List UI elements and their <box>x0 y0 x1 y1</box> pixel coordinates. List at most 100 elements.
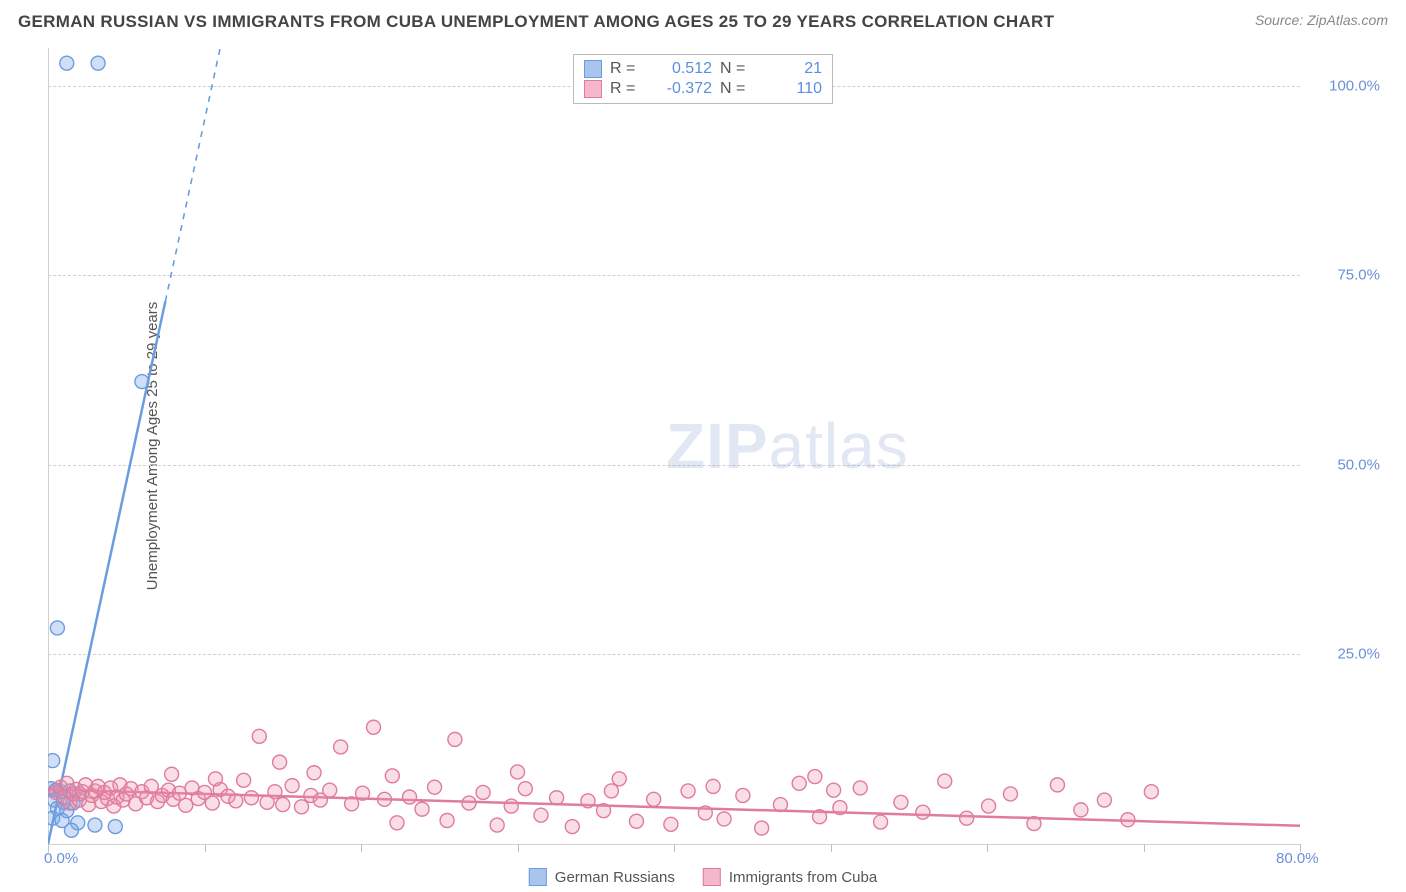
data-point <box>307 766 321 780</box>
legend-n-label: N = <box>720 60 754 78</box>
data-point <box>982 799 996 813</box>
data-point <box>1027 817 1041 831</box>
data-point <box>960 811 974 825</box>
x-tick <box>361 844 362 852</box>
data-point <box>205 796 219 810</box>
data-point <box>717 812 731 826</box>
trend-line-extrapolated <box>165 48 220 301</box>
data-point <box>367 720 381 734</box>
data-point <box>476 785 490 799</box>
data-point <box>490 818 504 832</box>
data-point <box>179 798 193 812</box>
data-point <box>64 823 78 837</box>
data-point <box>808 770 822 784</box>
data-point <box>773 798 787 812</box>
series-legend: German Russians Immigrants from Cuba <box>529 868 877 886</box>
scatter-plot <box>48 48 1300 844</box>
data-point <box>647 792 661 806</box>
data-point <box>938 774 952 788</box>
x-tick <box>987 844 988 852</box>
data-point <box>91 56 105 70</box>
y-tick-label: 75.0% <box>1337 267 1380 284</box>
data-point <box>334 740 348 754</box>
data-point <box>565 820 579 834</box>
source-attribution: Source: ZipAtlas.com <box>1255 12 1388 28</box>
legend-n-label: N = <box>720 80 754 98</box>
data-point <box>208 772 222 786</box>
legend-swatch-series-1 <box>529 868 547 886</box>
data-point <box>874 815 888 829</box>
data-point <box>273 755 287 769</box>
data-point <box>853 781 867 795</box>
legend-r-value-1: 0.512 <box>652 60 712 78</box>
y-tick-label: 25.0% <box>1337 646 1380 663</box>
data-point <box>237 773 251 787</box>
x-tick <box>831 844 832 852</box>
legend-row-series-1: R = 0.512 N = 21 <box>584 59 822 79</box>
data-point <box>50 621 64 635</box>
data-point <box>165 767 179 781</box>
data-point <box>415 802 429 816</box>
data-point <box>534 808 548 822</box>
legend-swatch-series-2 <box>703 868 721 886</box>
data-point <box>511 765 525 779</box>
data-point <box>916 805 930 819</box>
data-point <box>681 784 695 798</box>
data-point <box>60 56 74 70</box>
x-tick <box>518 844 519 852</box>
x-tick-label: 80.0% <box>1276 850 1319 867</box>
data-point <box>1003 787 1017 801</box>
data-point <box>518 782 532 796</box>
data-point <box>755 821 769 835</box>
data-point <box>504 799 518 813</box>
data-point <box>88 818 102 832</box>
data-point <box>813 810 827 824</box>
data-point <box>462 796 476 810</box>
title-bar: GERMAN RUSSIAN VS IMMIGRANTS FROM CUBA U… <box>18 12 1388 32</box>
data-point <box>323 783 337 797</box>
legend-label-series-1: German Russians <box>555 869 675 886</box>
data-point <box>244 791 258 805</box>
legend-item-series-2: Immigrants from Cuba <box>703 868 877 886</box>
data-point <box>428 780 442 794</box>
x-tick <box>674 844 675 852</box>
data-point <box>612 772 626 786</box>
data-point <box>385 769 399 783</box>
y-tick-label: 50.0% <box>1337 456 1380 473</box>
data-point <box>135 375 149 389</box>
data-point <box>48 754 60 768</box>
data-point <box>1074 803 1088 817</box>
data-point <box>894 795 908 809</box>
legend-n-value-1: 21 <box>762 60 822 78</box>
x-tick <box>205 844 206 852</box>
x-tick-label: 0.0% <box>44 850 78 867</box>
data-point <box>581 794 595 808</box>
legend-swatch-series-1 <box>584 60 602 78</box>
data-point <box>833 801 847 815</box>
data-point <box>597 804 611 818</box>
data-point <box>390 816 404 830</box>
data-point <box>1050 778 1064 792</box>
data-point <box>345 797 359 811</box>
data-point <box>550 791 564 805</box>
data-point <box>295 800 309 814</box>
data-point <box>604 784 618 798</box>
data-point <box>1097 793 1111 807</box>
data-point <box>698 806 712 820</box>
data-point <box>706 779 720 793</box>
correlation-legend: R = 0.512 N = 21 R = -0.372 N = 110 <box>573 54 833 104</box>
data-point <box>229 794 243 808</box>
x-tick <box>1144 844 1145 852</box>
data-point <box>827 783 841 797</box>
data-point <box>377 792 391 806</box>
legend-r-value-2: -0.372 <box>652 80 712 98</box>
legend-n-value-2: 110 <box>762 80 822 98</box>
data-point <box>252 729 266 743</box>
legend-r-label: R = <box>610 60 644 78</box>
data-point <box>108 820 122 834</box>
legend-label-series-2: Immigrants from Cuba <box>729 869 877 886</box>
chart-title: GERMAN RUSSIAN VS IMMIGRANTS FROM CUBA U… <box>18 12 1054 32</box>
data-point <box>629 814 643 828</box>
data-point <box>356 786 370 800</box>
legend-item-series-1: German Russians <box>529 868 675 886</box>
